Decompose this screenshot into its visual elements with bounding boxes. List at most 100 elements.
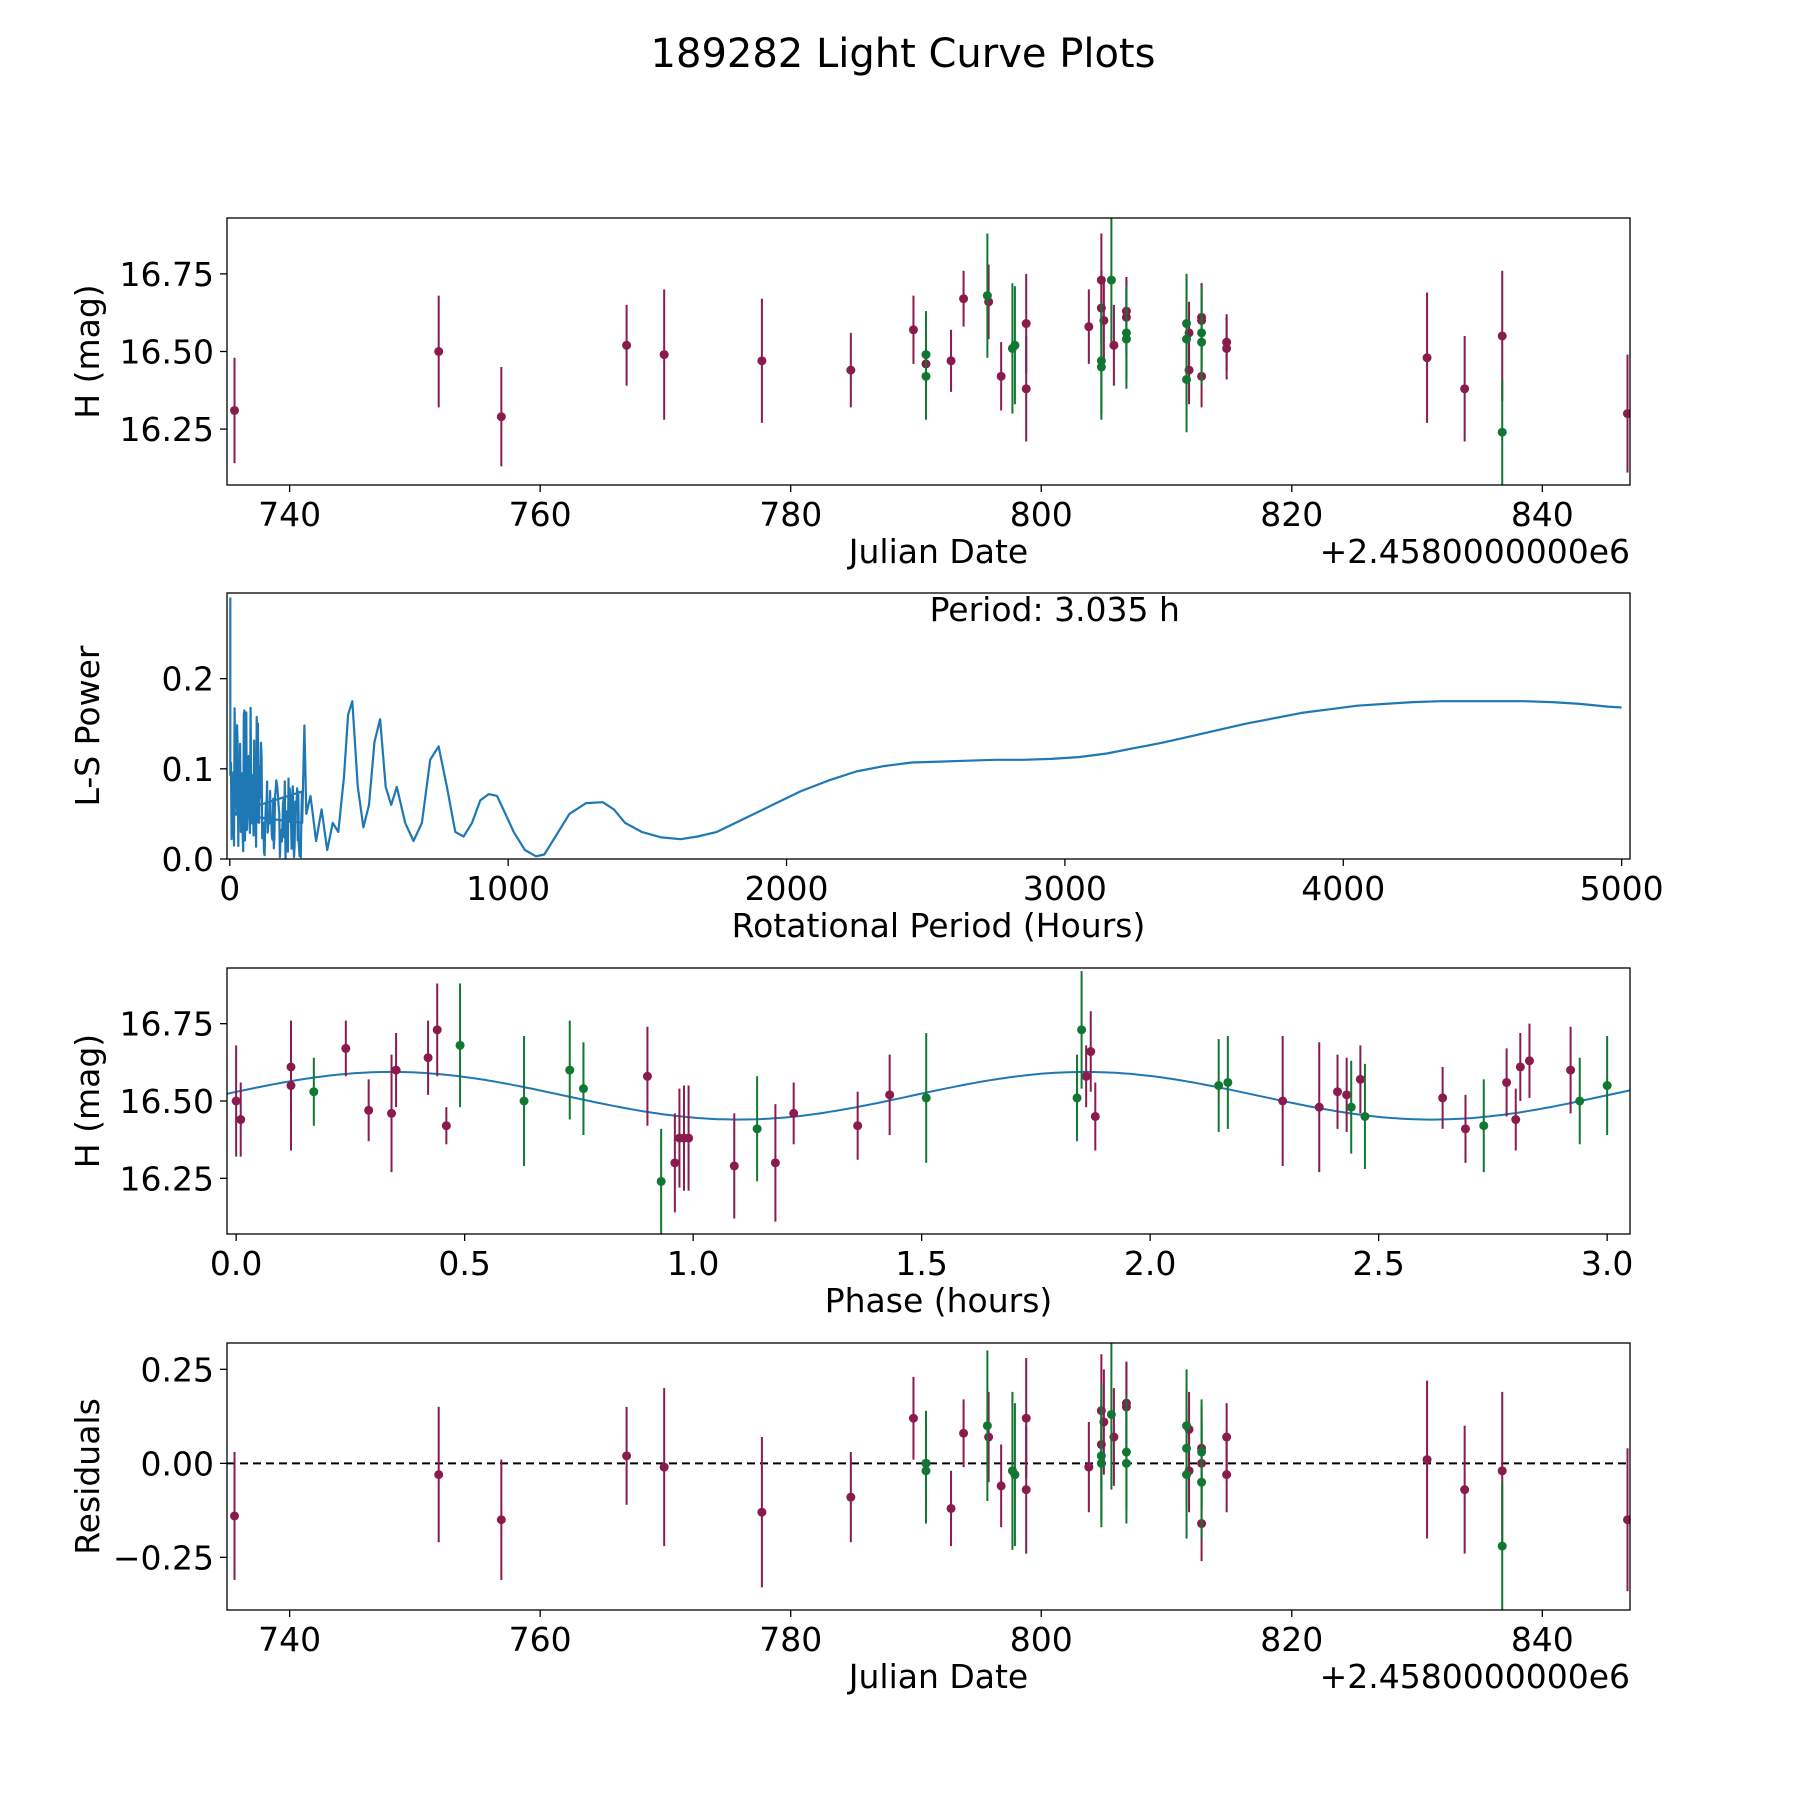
data-point xyxy=(387,1108,397,1118)
x-offset-label: +2.4580000000e6 xyxy=(1320,532,1630,571)
data-point xyxy=(1010,340,1020,350)
data-point xyxy=(1197,1477,1207,1487)
data-point xyxy=(1346,1102,1356,1112)
data-point xyxy=(565,1065,575,1075)
data-point xyxy=(684,1133,694,1143)
data-point xyxy=(1602,1081,1612,1091)
green-filter-series xyxy=(921,1343,1507,1610)
data-point xyxy=(642,1071,652,1081)
data-point xyxy=(770,1158,780,1168)
x-offset-label: +2.4580000000e6 xyxy=(1320,1657,1630,1696)
data-point xyxy=(996,1481,1006,1491)
y-tick-label: 16.75 xyxy=(120,255,214,294)
data-point xyxy=(622,1451,632,1461)
data-point xyxy=(659,1462,669,1472)
data-point xyxy=(659,350,669,360)
x-tick-label: 760 xyxy=(509,1620,572,1659)
data-point xyxy=(1566,1065,1576,1075)
y-axis-label: Residuals xyxy=(68,1398,107,1555)
data-point xyxy=(496,1515,506,1525)
data-point xyxy=(1121,1458,1131,1468)
x-tick-label: 800 xyxy=(1010,495,1073,534)
x-tick-label: 1000 xyxy=(466,869,550,908)
data-point xyxy=(656,1176,666,1186)
data-point xyxy=(908,1413,918,1423)
data-point xyxy=(982,1421,992,1431)
x-tick-label: 740 xyxy=(258,495,321,534)
y-tick-label: −0.25 xyxy=(113,1538,214,1577)
data-point xyxy=(729,1161,739,1171)
y-tick-label: 16.25 xyxy=(120,410,214,449)
data-point xyxy=(1197,328,1207,338)
x-tick-label: 0.5 xyxy=(438,1244,490,1283)
data-point xyxy=(1497,1466,1507,1476)
red-filter-series xyxy=(231,983,1576,1222)
data-point xyxy=(1479,1121,1489,1131)
plot-area xyxy=(230,218,1630,485)
data-point xyxy=(1021,384,1031,394)
x-tick-label: 3.0 xyxy=(1581,1244,1633,1283)
data-point xyxy=(622,340,632,350)
data-point xyxy=(1090,1111,1100,1121)
data-point xyxy=(1515,1062,1525,1072)
data-point xyxy=(1223,1077,1233,1087)
data-point xyxy=(1096,1458,1106,1468)
x-axis-label: Rotational Period (Hours) xyxy=(732,906,1146,945)
data-point xyxy=(1438,1093,1448,1103)
x-tick-label: 840 xyxy=(1511,495,1574,534)
green-filter-series xyxy=(309,971,1612,1234)
data-point xyxy=(752,1124,762,1134)
data-point xyxy=(959,1428,969,1438)
data-point xyxy=(1182,1470,1192,1480)
green-filter-series xyxy=(921,218,1507,485)
y-axis-label: H (mag) xyxy=(68,284,107,418)
data-point xyxy=(1084,322,1094,332)
data-point xyxy=(1222,1470,1232,1480)
phase-folded-panel: 0.0 0.5 1.0 1.5 2.0 2.5 3.0 16.25 16.50 16.75 Phas… xyxy=(68,967,1633,1320)
x-tick-label: 2.0 xyxy=(1124,1244,1176,1283)
data-point xyxy=(1021,1485,1031,1495)
red-filter-series xyxy=(230,233,1630,473)
data-point xyxy=(1360,1111,1370,1121)
x-tick-label: 1.5 xyxy=(895,1244,947,1283)
y-axis-label: L-S Power xyxy=(68,645,107,806)
y-tick-label: 0.0 xyxy=(162,840,214,879)
data-point xyxy=(455,1040,465,1050)
x-tick-label: 2.5 xyxy=(1352,1244,1404,1283)
data-point xyxy=(1497,1541,1507,1551)
data-point xyxy=(1086,1047,1096,1057)
axes-frame xyxy=(226,592,1631,860)
x-tick-label: 4000 xyxy=(1301,869,1385,908)
residuals-panel: 740 760 780 800 820 840 −0.25 0.00 0.25 Julian Da… xyxy=(68,1342,1631,1696)
x-tick-label: 0.0 xyxy=(210,1244,262,1283)
x-tick-label: 800 xyxy=(1010,1620,1073,1659)
data-point xyxy=(984,1432,994,1442)
plot-area xyxy=(227,1343,1630,1610)
y-tick-label: 0.1 xyxy=(162,750,214,789)
data-point xyxy=(921,1093,931,1103)
data-point xyxy=(1622,409,1630,419)
data-point xyxy=(1622,1515,1630,1525)
data-point xyxy=(231,1096,241,1106)
data-point xyxy=(423,1053,433,1063)
data-point xyxy=(885,1090,895,1100)
x-tick-label: 740 xyxy=(258,1620,321,1659)
periodogram-line xyxy=(229,597,1622,859)
data-point xyxy=(789,1108,799,1118)
x-tick-label: 5000 xyxy=(1580,869,1664,908)
data-point xyxy=(982,291,992,301)
data-point xyxy=(1460,1485,1470,1495)
data-point xyxy=(670,1158,680,1168)
data-point xyxy=(757,356,767,366)
x-tick-label: 780 xyxy=(759,495,822,534)
red-filter-series xyxy=(230,1354,1630,1592)
data-point xyxy=(1575,1096,1585,1106)
data-point xyxy=(757,1507,767,1517)
data-point xyxy=(1497,331,1507,341)
data-point xyxy=(1278,1096,1288,1106)
plot-area xyxy=(229,597,1622,859)
data-point xyxy=(1222,343,1232,353)
data-point xyxy=(391,1065,401,1075)
data-point xyxy=(1314,1102,1324,1112)
